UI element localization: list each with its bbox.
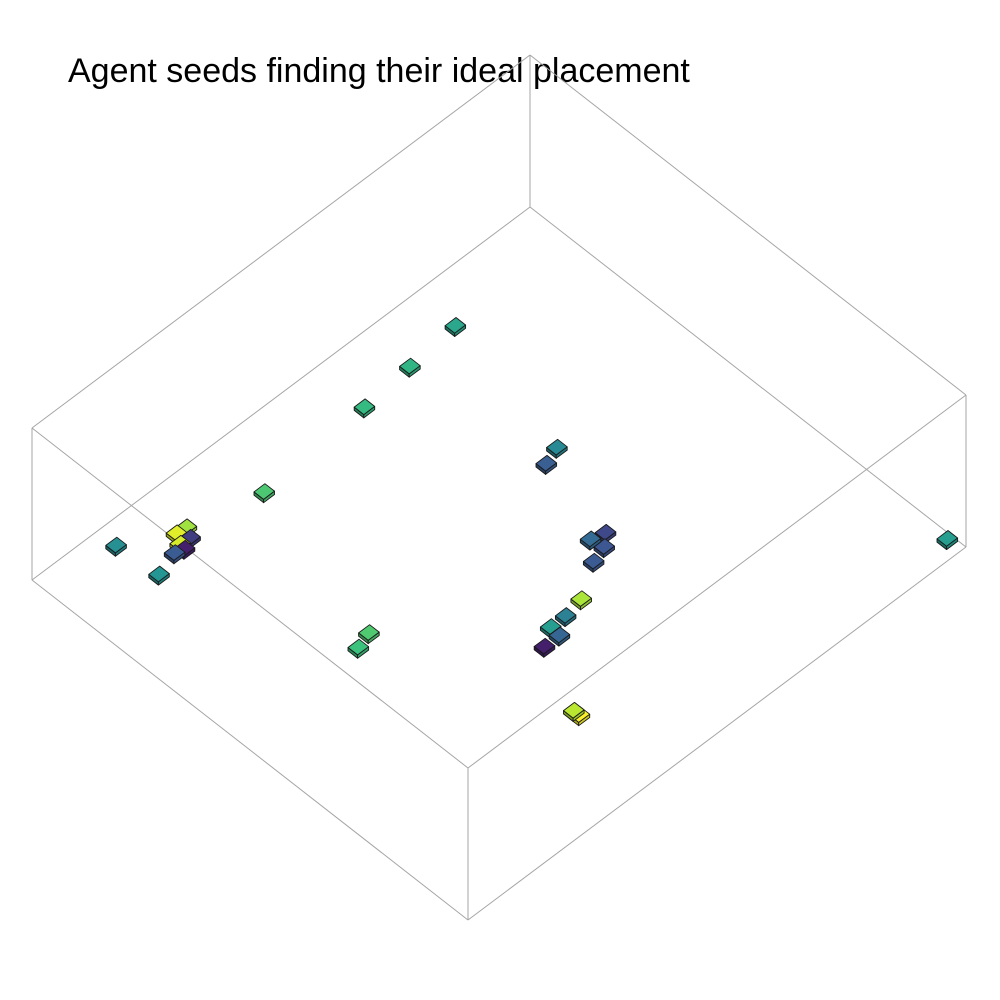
cube-face [582, 552, 605, 570]
cube-face [535, 454, 558, 472]
cube-face [253, 483, 275, 500]
cube-face [594, 523, 617, 541]
cube-face [444, 317, 467, 334]
cube-face [358, 624, 380, 641]
data-point-cube [444, 317, 467, 337]
data-point-cube [554, 607, 577, 628]
cube-face [546, 438, 568, 456]
data-point-cube [570, 590, 592, 611]
box-edge [31, 206, 531, 581]
box-edge [31, 427, 469, 769]
box-edge [529, 54, 967, 396]
data-point-cube [148, 565, 170, 586]
cube-face [353, 398, 376, 416]
data-point-cube [399, 357, 421, 378]
data-point-cube [535, 454, 558, 475]
box-edge [467, 546, 967, 921]
data-point-cube [593, 538, 615, 559]
data-point-cube [533, 637, 556, 658]
cube-face [593, 538, 615, 555]
cube-face [563, 701, 585, 719]
data-point-cube [163, 544, 186, 565]
cube-face [533, 637, 556, 655]
cube-face [163, 544, 186, 561]
data-point-cube [579, 530, 602, 551]
data-point-cube [563, 701, 585, 722]
cube-face [148, 565, 170, 583]
data-point-cube [353, 398, 376, 419]
chart-title: Agent seeds finding their ideal placemen… [68, 52, 690, 90]
data-point-cube [358, 624, 380, 645]
box-edge [31, 579, 469, 921]
data-point-cube [253, 483, 275, 504]
bounding-box [31, 54, 967, 921]
cube-face [570, 590, 592, 607]
cube-points [105, 317, 959, 727]
data-point-cube [548, 626, 571, 647]
data-point-cube [105, 536, 127, 557]
data-point-cube [582, 552, 605, 573]
cube-face [347, 638, 370, 656]
box-edge [467, 394, 967, 769]
data-point-cube [546, 438, 568, 459]
data-point-cube [347, 638, 370, 659]
cube-face [936, 530, 959, 547]
cube-face [399, 357, 421, 375]
cube-face [554, 607, 577, 624]
cube-face [105, 536, 127, 554]
data-point-cube [936, 530, 959, 551]
box-edge [31, 54, 531, 429]
cube-face [579, 530, 602, 548]
cube-face [548, 626, 571, 644]
box-edge [529, 206, 967, 548]
